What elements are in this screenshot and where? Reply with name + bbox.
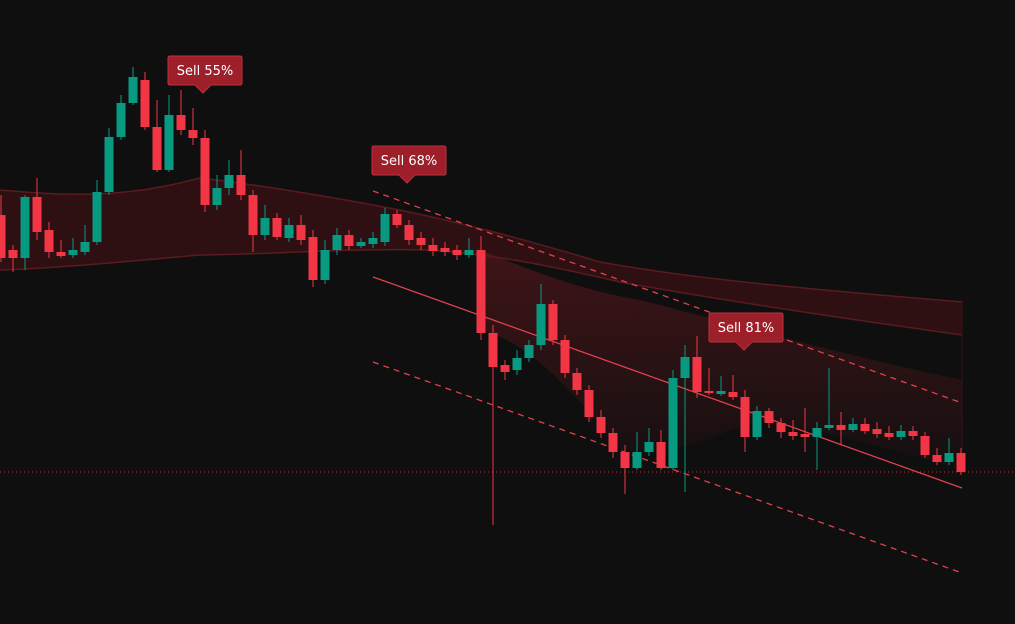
candle-body [320, 250, 330, 280]
channel [372, 190, 963, 574]
candle-body [416, 238, 426, 245]
candle-body [140, 80, 150, 127]
candle-body [608, 433, 618, 452]
candle-body [932, 455, 942, 462]
candle-body [236, 175, 246, 195]
candle-body [80, 242, 90, 252]
candle-body [632, 452, 642, 468]
ribbon-band [0, 178, 962, 335]
candle-body [248, 195, 258, 235]
candle-body [404, 225, 414, 240]
candle-body [0, 215, 6, 258]
candle-body [596, 417, 606, 433]
candle-body [428, 245, 438, 251]
candle-body [704, 391, 714, 393]
candle-body [356, 242, 366, 246]
candle-body [464, 250, 474, 255]
candle-body [188, 130, 198, 138]
candle-body [332, 235, 342, 250]
candle-body [776, 423, 786, 432]
candle-body [572, 373, 582, 390]
candle-body [392, 214, 402, 225]
candle-body [560, 340, 570, 373]
annotation: Sell 81% [708, 312, 784, 351]
candle-body [584, 390, 594, 417]
candle-body [176, 115, 186, 130]
annotation-box [708, 312, 784, 351]
candle-body [212, 188, 222, 205]
candle-body [500, 365, 510, 372]
candle-body [20, 197, 30, 258]
candle-body [128, 77, 138, 103]
candle-body [68, 250, 78, 255]
candle-body [440, 248, 450, 252]
candle-body [872, 429, 882, 434]
candle-body [452, 250, 462, 255]
candle-body [812, 428, 822, 437]
candle-body [848, 424, 858, 430]
candle-body [680, 357, 690, 378]
candle-body [380, 214, 390, 242]
candle-body [92, 192, 102, 242]
candle-body [44, 230, 54, 252]
annotation-box [371, 145, 447, 184]
candle-body [884, 433, 894, 437]
candle-body [836, 425, 846, 430]
candle-body [8, 250, 18, 258]
annotation-text: Sell 81% [718, 321, 775, 336]
candle-body [116, 103, 126, 137]
ribbon-edge [0, 177, 963, 303]
candle-body [476, 250, 486, 333]
annotation-box [167, 55, 243, 94]
candle-body [740, 397, 750, 437]
channel-lower [372, 361, 963, 574]
candle-body [644, 442, 654, 452]
candle-body [164, 115, 174, 170]
channel-mid [372, 276, 963, 489]
candle-body [524, 345, 534, 358]
candle-body [692, 357, 702, 392]
candle-body [548, 304, 558, 340]
candle-body [944, 453, 954, 462]
annotation: Sell 55% [167, 55, 243, 94]
candle-body [764, 411, 774, 423]
candle-body [32, 197, 42, 232]
candle-body [668, 378, 678, 468]
candle-body [752, 411, 762, 437]
candle-body [260, 218, 270, 235]
candle-body [824, 425, 834, 428]
candle-body [56, 252, 66, 256]
candle-body [908, 431, 918, 436]
annotation: Sell 68% [371, 145, 447, 184]
candle-body [728, 392, 738, 397]
candle-body [296, 225, 306, 240]
candle-body [956, 453, 966, 472]
candle-body [200, 138, 210, 205]
candle-body [800, 434, 810, 437]
candle-body [224, 175, 234, 188]
candle-body [896, 431, 906, 437]
candle-body [152, 127, 162, 170]
candle-body [716, 391, 726, 394]
candle-body [284, 225, 294, 238]
candle-body [860, 424, 870, 431]
candle-body [788, 432, 798, 436]
candle-body [920, 436, 930, 455]
annotation-text: Sell 55% [177, 64, 234, 79]
candle-body [308, 237, 318, 280]
candle-body [536, 304, 546, 345]
candle-body [656, 442, 666, 468]
channel-upper [372, 190, 963, 404]
candle-body [368, 238, 378, 244]
candle-body [104, 137, 114, 192]
candle-body [272, 218, 282, 237]
annotation-text: Sell 68% [381, 154, 438, 169]
candle-body [344, 235, 354, 246]
candle-body [620, 452, 630, 468]
candle-body [488, 333, 498, 367]
candle-body [512, 358, 522, 370]
